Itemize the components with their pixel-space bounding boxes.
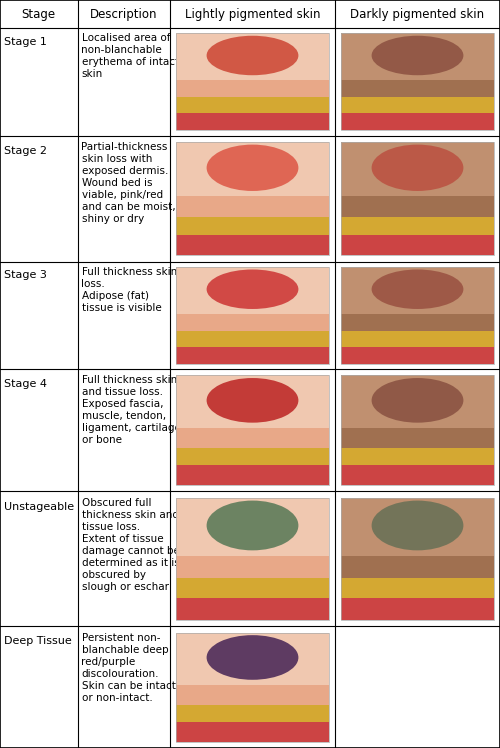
Text: Partial-thickness
skin loss with
exposed dermis.
Wound bed is
viable, pink/red
a: Partial-thickness skin loss with exposed… xyxy=(82,142,175,224)
Text: Darkly pigmented skin: Darkly pigmented skin xyxy=(350,7,484,20)
Bar xyxy=(176,633,329,742)
Bar xyxy=(341,598,494,619)
Text: Obscured full
thickness skin and
tissue loss.
Extent of tissue
damage cannot be
: Obscured full thickness skin and tissue … xyxy=(82,497,180,592)
Bar xyxy=(176,497,329,619)
Bar xyxy=(176,705,329,723)
Text: Description: Description xyxy=(90,7,158,20)
Bar xyxy=(341,267,494,364)
Text: Stage: Stage xyxy=(22,7,56,20)
Text: Persistent non-
blanchable deep
red/purple
discolouration.
Skin can be intact
or: Persistent non- blanchable deep red/purp… xyxy=(82,633,176,702)
Bar xyxy=(176,598,329,619)
Bar xyxy=(341,375,494,485)
Bar xyxy=(176,267,329,313)
Ellipse shape xyxy=(372,144,464,191)
Ellipse shape xyxy=(372,378,464,423)
Bar xyxy=(341,197,494,217)
Bar xyxy=(341,465,494,485)
Bar xyxy=(341,142,494,197)
Bar xyxy=(176,428,329,447)
Ellipse shape xyxy=(372,36,464,76)
Bar xyxy=(341,34,494,80)
Bar xyxy=(341,557,494,578)
Bar xyxy=(176,80,329,97)
Bar xyxy=(176,142,329,256)
Bar xyxy=(176,557,329,578)
Ellipse shape xyxy=(206,36,298,76)
Bar xyxy=(176,97,329,113)
Bar xyxy=(341,497,494,619)
Bar xyxy=(341,313,494,331)
Bar xyxy=(176,267,329,364)
Text: Localised area of
non-blanchable
erythema of intact
skin: Localised area of non-blanchable erythem… xyxy=(82,34,178,79)
Bar xyxy=(176,34,329,80)
Bar xyxy=(341,142,494,256)
Bar xyxy=(176,465,329,485)
Ellipse shape xyxy=(206,635,298,680)
Bar xyxy=(341,217,494,235)
Bar xyxy=(341,578,494,598)
Ellipse shape xyxy=(206,500,298,551)
Text: Stage 3: Stage 3 xyxy=(4,271,47,280)
Bar xyxy=(176,723,329,742)
Bar xyxy=(176,235,329,256)
Bar xyxy=(176,447,329,465)
Bar xyxy=(341,80,494,97)
Bar xyxy=(341,235,494,256)
Bar xyxy=(176,346,329,364)
Bar xyxy=(341,428,494,447)
Text: Full thickness skin
and tissue loss.
Exposed fascia,
muscle, tendon,
ligament, c: Full thickness skin and tissue loss. Exp… xyxy=(82,375,180,445)
Bar xyxy=(176,113,329,130)
Bar xyxy=(176,331,329,346)
Text: Stage 2: Stage 2 xyxy=(4,146,47,156)
Ellipse shape xyxy=(206,144,298,191)
Bar xyxy=(176,142,329,197)
Bar xyxy=(341,113,494,130)
Bar xyxy=(176,685,329,705)
Ellipse shape xyxy=(372,500,464,551)
Bar xyxy=(176,578,329,598)
Bar xyxy=(341,331,494,346)
Bar xyxy=(341,497,494,557)
Bar xyxy=(176,197,329,217)
Bar xyxy=(176,34,329,130)
Ellipse shape xyxy=(206,378,298,423)
Bar xyxy=(176,217,329,235)
Bar xyxy=(341,346,494,364)
Ellipse shape xyxy=(372,269,464,309)
Bar xyxy=(341,34,494,130)
Bar xyxy=(176,375,329,428)
Bar xyxy=(176,633,329,685)
Bar xyxy=(341,375,494,428)
Ellipse shape xyxy=(206,269,298,309)
Text: Deep Tissue: Deep Tissue xyxy=(4,637,72,646)
Text: Full thickness skin
loss.
Adipose (fat)
tissue is visible: Full thickness skin loss. Adipose (fat) … xyxy=(82,267,177,313)
Bar xyxy=(176,313,329,331)
Text: Stage 1: Stage 1 xyxy=(4,37,47,46)
Text: Lightly pigmented skin: Lightly pigmented skin xyxy=(185,7,320,20)
Bar xyxy=(341,267,494,313)
Bar xyxy=(341,447,494,465)
Bar xyxy=(341,97,494,113)
Bar xyxy=(176,375,329,485)
Text: Unstageable: Unstageable xyxy=(4,502,74,512)
Text: Stage 4: Stage 4 xyxy=(4,379,47,389)
Bar xyxy=(176,497,329,557)
